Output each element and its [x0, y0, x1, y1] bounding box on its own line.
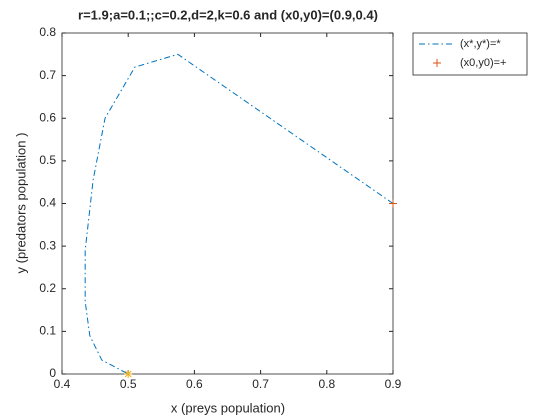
legend-label: (x0,y0)=+: [460, 57, 506, 69]
y-tick-label: 0.1: [39, 324, 56, 338]
x-tick-label: 0.4: [54, 377, 71, 391]
x-tick-label: 0.7: [252, 377, 269, 391]
y-tick-label: 0.6: [39, 110, 56, 124]
y-tick-label: 0: [49, 366, 56, 380]
x-axis-label: x (preys population): [171, 400, 285, 415]
x-tick-label: 0.8: [318, 377, 335, 391]
y-tick-label: 0.2: [39, 281, 56, 295]
legend-label: (x*,y*)=*: [460, 38, 501, 50]
y-axis-label: y (predators population ): [13, 133, 28, 274]
y-tick-label: 0.7: [39, 68, 56, 82]
data-line: [84, 53, 394, 375]
x-tick-label: 0.9: [385, 377, 402, 391]
y-tick-label: 0.5: [39, 153, 56, 167]
x-tick-label: 0.6: [186, 377, 203, 391]
y-tick-label: 0.3: [39, 238, 56, 252]
legend-marker: [433, 59, 441, 67]
legend-box: [412, 32, 528, 76]
y-tick-label: 0.8: [39, 25, 56, 39]
marker: [389, 199, 397, 208]
x-tick-label: 0.5: [120, 377, 137, 391]
marker: [124, 370, 133, 378]
chart-title: r=1.9;a=0.1;;c=0.2,d=2,k=0.6 and (x0,y0)…: [78, 7, 378, 22]
y-tick-label: 0.4: [39, 196, 56, 210]
